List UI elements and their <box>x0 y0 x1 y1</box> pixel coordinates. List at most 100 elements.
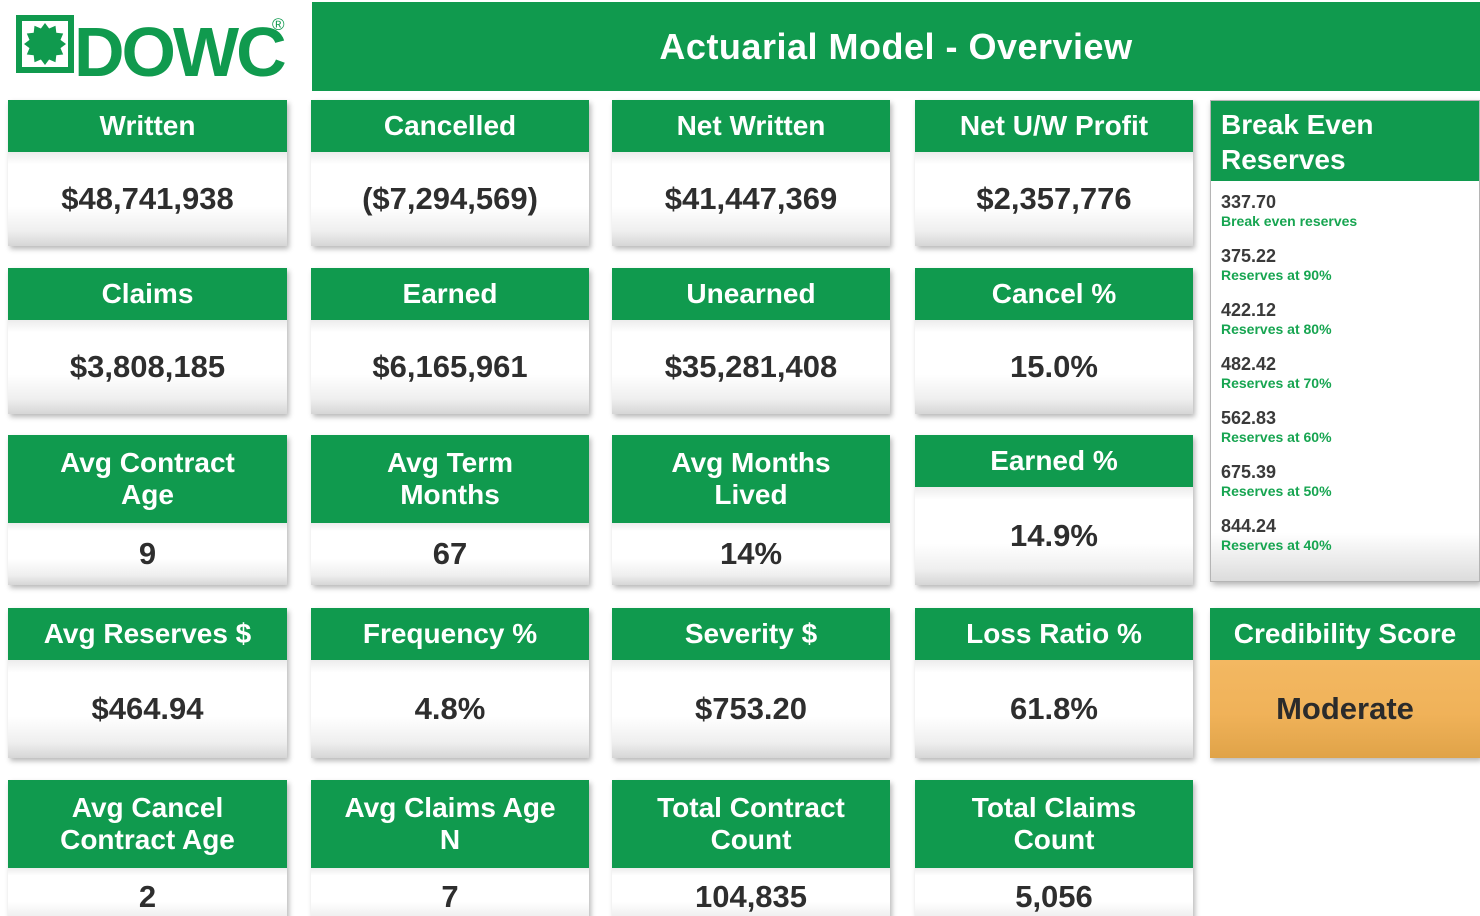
kpi-label: Loss Ratio % <box>966 618 1142 650</box>
kpi-label: Avg Contract Age <box>60 447 235 510</box>
kpi-card-value: 14.9% <box>915 487 1193 585</box>
kpi-card-value: 14% <box>612 523 890 585</box>
kpi-label: Earned % <box>990 445 1118 477</box>
reserve-value: 562.83 <box>1221 408 1277 428</box>
kpi-card-value: ($7,294,569) <box>311 152 589 246</box>
kpi-card-severity[interactable]: Severity $ $753.20 <box>612 608 890 758</box>
kpi-card-avg-reserves[interactable]: Avg Reserves $ $464.94 <box>8 608 287 758</box>
kpi-card-value: 104,835 <box>612 868 890 916</box>
kpi-card-header: Earned <box>311 268 589 320</box>
kpi-card-value: $2,357,776 <box>915 152 1193 246</box>
kpi-card-header: Credibility Score <box>1210 608 1480 660</box>
kpi-card-header: Severity $ <box>612 608 890 660</box>
kpi-card-net-uw-profit[interactable]: Net U/W Profit $2,357,776 <box>915 100 1193 246</box>
kpi-label: Cancel % <box>991 278 1117 310</box>
kpi-label: Net U/W Profit <box>959 110 1149 142</box>
kpi-card-header: Cancel % <box>915 268 1193 320</box>
kpi-card-value: 7 <box>311 868 589 916</box>
kpi-card-header: Avg Claims Age N <box>311 780 589 868</box>
kpi-card-value: 5,056 <box>915 868 1193 916</box>
reserve-item[interactable]: 482.42 Reserves at 70% <box>1221 354 1469 392</box>
kpi-label: Severity $ <box>684 618 818 650</box>
reserve-item[interactable]: 337.70 Break even reserves <box>1221 192 1469 230</box>
reserve-value: 844.24 <box>1221 516 1277 536</box>
kpi-card-unearned[interactable]: Unearned $35,281,408 <box>612 268 890 414</box>
kpi-card-avg-term-months[interactable]: Avg Term Months 67 <box>311 435 589 585</box>
kpi-card-total-claims-count[interactable]: Total Claims Count 5,056 <box>915 780 1193 916</box>
kpi-card-header: Avg Contract Age <box>8 435 287 523</box>
kpi-card-frequency-pct[interactable]: Frequency % 4.8% <box>311 608 589 758</box>
kpi-card-header: Frequency % <box>311 608 589 660</box>
kpi-card-header: Total Contract Count <box>612 780 890 868</box>
kpi-card-value: $41,447,369 <box>612 152 890 246</box>
gear-icon <box>24 23 66 65</box>
kpi-label: Avg Term Months <box>386 447 514 510</box>
kpi-card-header: Claims <box>8 268 287 320</box>
break-even-panel-header: Break Even Reserves <box>1211 101 1479 181</box>
kpi-card-value: $753.20 <box>612 660 890 758</box>
break-even-panel-title: Break Even Reserves <box>1221 109 1374 175</box>
kpi-card-claims[interactable]: Claims $3,808,185 <box>8 268 287 414</box>
reserve-label: Reserves at 60% <box>1221 429 1332 445</box>
reserve-item[interactable]: 375.22 Reserves at 90% <box>1221 246 1469 284</box>
kpi-label: Cancelled <box>383 110 517 142</box>
kpi-card-net-written[interactable]: Net Written $41,447,369 <box>612 100 890 246</box>
reserve-item[interactable]: 675.39 Reserves at 50% <box>1221 462 1469 500</box>
kpi-card-avg-contract-age[interactable]: Avg Contract Age 9 <box>8 435 287 585</box>
kpi-card-header: Written <box>8 100 287 152</box>
kpi-card-header: Net U/W Profit <box>915 100 1193 152</box>
kpi-card-avg-months-lived[interactable]: Avg Months Lived 14% <box>612 435 890 585</box>
kpi-card-avg-cancel-contract-age[interactable]: Avg Cancel Contract Age 2 <box>8 780 287 916</box>
kpi-card-header: Avg Months Lived <box>612 435 890 523</box>
kpi-card-credibility-score[interactable]: Credibility Score Moderate <box>1210 608 1480 758</box>
kpi-card-header: Earned % <box>915 435 1193 487</box>
kpi-card-header: Unearned <box>612 268 890 320</box>
kpi-card-earned[interactable]: Earned $6,165,961 <box>311 268 589 414</box>
kpi-card-header: Loss Ratio % <box>915 608 1193 660</box>
logo-text: DOWC <box>74 13 285 91</box>
kpi-card-value: 4.8% <box>311 660 589 758</box>
kpi-label: Unearned <box>686 278 816 310</box>
kpi-card-header: Net Written <box>612 100 890 152</box>
kpi-card-value: $464.94 <box>8 660 287 758</box>
kpi-card-value: 15.0% <box>915 320 1193 414</box>
kpi-label: Earned <box>402 278 498 310</box>
kpi-card-avg-claims-age-n[interactable]: Avg Claims Age N 7 <box>311 780 589 916</box>
kpi-label: Avg Months Lived <box>671 447 831 510</box>
reserve-label: Reserves at 50% <box>1221 483 1332 499</box>
kpi-card-header: Avg Cancel Contract Age <box>8 780 287 868</box>
kpi-label: Total Contract Count <box>657 792 845 855</box>
kpi-label: Avg Cancel Contract Age <box>60 792 235 855</box>
kpi-label: Claims <box>101 278 194 310</box>
kpi-card-loss-ratio-pct[interactable]: Loss Ratio % 61.8% <box>915 608 1193 758</box>
reserve-label: Reserves at 70% <box>1221 375 1332 391</box>
reserve-label: Reserves at 90% <box>1221 267 1332 283</box>
kpi-card-header: Cancelled <box>311 100 589 152</box>
reserve-value: 482.42 <box>1221 354 1277 374</box>
kpi-card-value: 61.8% <box>915 660 1193 758</box>
credibility-score-value: Moderate <box>1210 660 1480 758</box>
kpi-card-cancel-pct[interactable]: Cancel % 15.0% <box>915 268 1193 414</box>
registered-mark: ® <box>272 15 285 34</box>
dowc-logo: DOWC ® <box>16 13 288 91</box>
kpi-card-total-contract-count[interactable]: Total Contract Count 104,835 <box>612 780 890 916</box>
kpi-card-header: Total Claims Count <box>915 780 1193 868</box>
logo-frame <box>16 15 74 73</box>
kpi-label: Frequency % <box>362 618 538 650</box>
reserve-value: 422.12 <box>1221 300 1277 320</box>
kpi-card-value: $35,281,408 <box>612 320 890 414</box>
kpi-card-earned-pct[interactable]: Earned % 14.9% <box>915 435 1193 585</box>
break-even-reserves-panel[interactable]: Break Even Reserves 337.70 Break even re… <box>1210 100 1480 582</box>
kpi-card-cancelled[interactable]: Cancelled ($7,294,569) <box>311 100 589 246</box>
kpi-card-value: $48,741,938 <box>8 152 287 246</box>
kpi-card-written[interactable]: Written $48,741,938 <box>8 100 287 246</box>
reserve-label: Break even reserves <box>1221 213 1358 229</box>
kpi-label: Total Claims Count <box>971 792 1137 855</box>
reserve-item[interactable]: 844.24 Reserves at 40% <box>1221 516 1469 554</box>
kpi-label: Avg Reserves $ <box>43 618 252 650</box>
kpi-card-value: 2 <box>8 868 287 916</box>
reserve-item[interactable]: 562.83 Reserves at 60% <box>1221 408 1469 446</box>
reserve-item[interactable]: 422.12 Reserves at 80% <box>1221 300 1469 338</box>
kpi-label: Credibility Score <box>1233 618 1457 650</box>
